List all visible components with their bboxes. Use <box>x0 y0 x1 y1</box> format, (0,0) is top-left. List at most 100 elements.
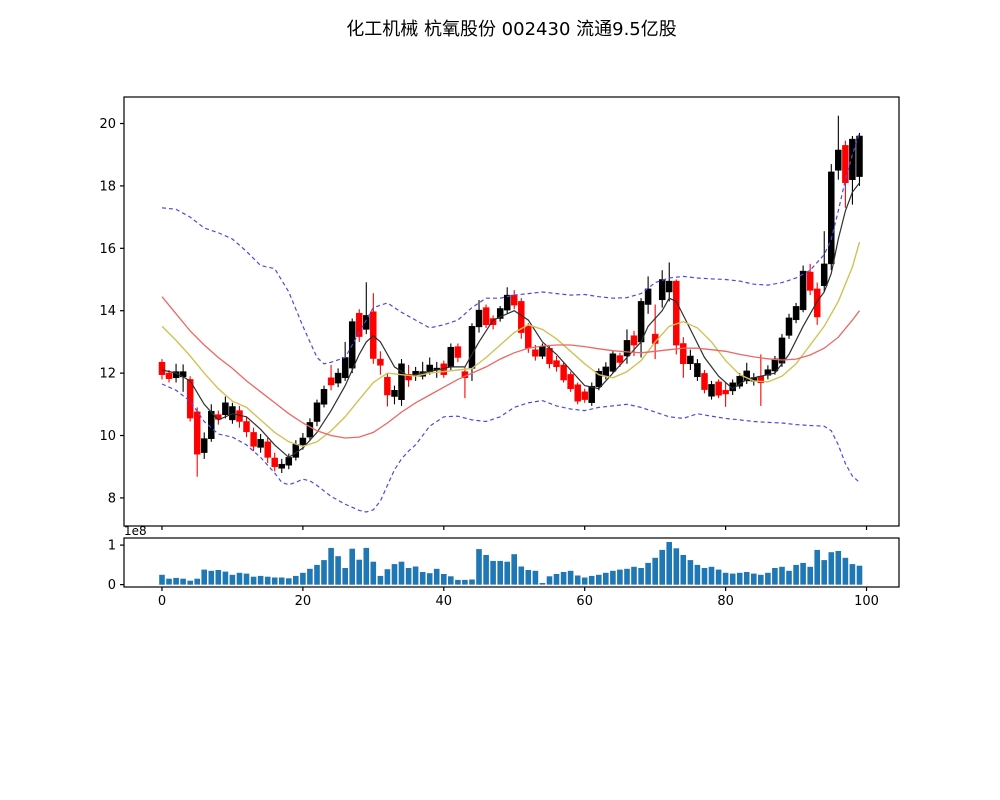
volume-bar <box>849 564 856 585</box>
volume-bar <box>321 560 327 585</box>
volume-bar <box>800 562 806 585</box>
price-y-tick-label: 14 <box>99 304 116 319</box>
candle <box>623 329 631 364</box>
volume-bar <box>645 562 651 585</box>
candle <box>391 385 398 405</box>
candle <box>236 405 243 428</box>
candle <box>355 309 363 342</box>
price-y-tick-label: 20 <box>99 117 116 132</box>
candle <box>327 365 335 391</box>
candle <box>475 300 483 333</box>
volume-bar <box>687 560 694 585</box>
volume-bar <box>828 552 835 585</box>
candle <box>665 262 673 302</box>
volume-bar <box>293 575 299 585</box>
candle <box>363 282 370 335</box>
candle <box>644 276 652 314</box>
volume-bar <box>743 572 750 585</box>
volume-bar <box>384 569 391 585</box>
candle <box>764 365 772 380</box>
candle <box>341 341 349 381</box>
volume-bar <box>229 574 236 585</box>
volume-bar <box>539 583 546 585</box>
volume-bar <box>286 578 292 585</box>
candle <box>243 416 250 438</box>
volume-bar <box>610 570 616 585</box>
volume-bar <box>729 573 736 585</box>
volume-bar <box>518 566 525 585</box>
volume-bar <box>201 569 207 585</box>
volume-bar <box>631 566 637 585</box>
volume-bar <box>208 570 215 585</box>
price-panel-frame <box>123 96 900 527</box>
volume-bar <box>856 565 863 585</box>
candle <box>680 337 687 378</box>
volume-bar <box>412 566 419 585</box>
volume-bar <box>405 568 412 585</box>
candle <box>842 140 849 208</box>
candle <box>454 343 462 363</box>
candle <box>461 366 469 399</box>
candle <box>722 381 729 407</box>
candle <box>785 313 793 339</box>
volume-bar <box>652 557 658 585</box>
band-upper-line <box>161 132 861 365</box>
volume-bar <box>271 577 278 585</box>
volume-bar <box>377 575 384 585</box>
volume-bar <box>673 548 680 585</box>
volume-bar <box>772 568 778 585</box>
volume-bar <box>222 571 229 585</box>
candle <box>377 351 384 375</box>
candle <box>264 438 271 463</box>
volume-bars <box>159 542 863 585</box>
ma-fast-line <box>161 182 860 459</box>
candle <box>553 356 560 372</box>
volume-y-axis: 01 <box>108 539 124 593</box>
candle <box>489 315 497 330</box>
page-title: 化工机械 杭氧股份 002430 流通9.5亿股 <box>346 19 677 40</box>
candle <box>503 287 511 314</box>
candle <box>757 354 765 406</box>
candle <box>835 115 842 180</box>
price-x-axis <box>161 526 868 530</box>
volume-bar <box>159 574 165 585</box>
candle <box>158 359 166 380</box>
volume-bar <box>666 542 672 585</box>
candle <box>715 379 722 399</box>
volume-bar <box>173 577 179 585</box>
candle <box>398 359 405 406</box>
volume-bar <box>370 561 377 585</box>
volume-bar <box>701 568 708 585</box>
candle <box>278 458 285 473</box>
volume-bar <box>441 574 447 585</box>
volume-bar <box>525 570 532 585</box>
volume-bar <box>349 548 355 585</box>
volume-bar <box>751 573 757 585</box>
volume-panel-frame <box>123 537 900 588</box>
candle <box>694 359 701 381</box>
candle <box>370 293 377 364</box>
volume-bar <box>363 547 370 585</box>
price-y-tick-label: 8 <box>108 491 116 506</box>
volume-bar <box>680 555 687 585</box>
volume-bar <box>483 555 489 585</box>
volume-bar <box>574 575 581 585</box>
candle <box>820 231 828 292</box>
candle <box>567 371 574 392</box>
candle <box>320 385 328 408</box>
candle <box>637 298 645 358</box>
volume-bar <box>180 578 186 585</box>
price-y-tick-label: 18 <box>99 179 116 194</box>
volume-bar <box>335 556 341 585</box>
volume-bar <box>694 564 701 585</box>
volume-offset-label: 1e8 <box>124 524 147 538</box>
candle <box>813 282 821 325</box>
volume-bar <box>398 561 405 585</box>
volume-bar <box>736 572 743 585</box>
volume-bar <box>546 576 553 585</box>
candle <box>609 351 617 374</box>
candle <box>384 373 391 407</box>
candle <box>334 368 342 388</box>
